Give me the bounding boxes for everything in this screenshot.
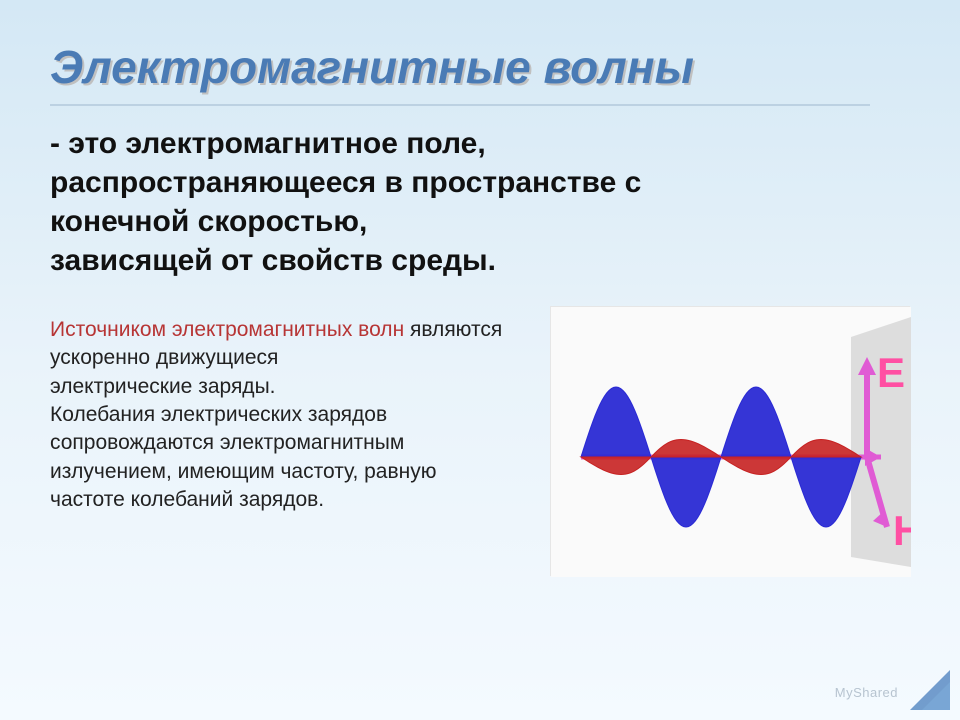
title-main: Электромагнитные волны	[50, 41, 694, 93]
definition-line: - это электромагнитное поле,	[50, 127, 486, 160]
source-line: излучением, имеющим частоту, равную	[50, 460, 437, 483]
svg-text:E: E	[877, 349, 905, 396]
slide: Электромагнитные волны Электромагнитные …	[0, 0, 960, 720]
definition-text: - это электромагнитное поле, распростран…	[50, 124, 910, 280]
source-line: Колебания электрических зарядов	[50, 403, 387, 426]
watermark: MyShared	[835, 685, 898, 700]
content-row: Источником электромагнитных волн являютс…	[50, 316, 910, 576]
em-wave-diagram: EH	[550, 306, 910, 576]
source-rest: являются ускоренно движущиесяэлектрическ…	[50, 318, 502, 511]
definition-line: зависящей от свойств среды.	[50, 244, 496, 277]
source-lead: Источником электромагнитных волн	[50, 318, 404, 341]
title-underline	[50, 104, 870, 106]
source-line: частоте колебаний зарядов.	[50, 488, 324, 511]
source-line: сопровождаются электромагнитным	[50, 431, 404, 454]
wave-svg: EH	[551, 307, 911, 577]
corner-accent	[910, 670, 950, 710]
slide-title: Электромагнитные волны Электромагнитные …	[50, 40, 910, 94]
definition-line: конечной скоростью,	[50, 205, 367, 238]
source-line: электрические заряды.	[50, 375, 276, 398]
source-text: Источником электромагнитных волн являютс…	[50, 316, 530, 514]
svg-text:H: H	[893, 507, 911, 554]
definition-line: распространяющееся в пространстве с	[50, 166, 641, 199]
